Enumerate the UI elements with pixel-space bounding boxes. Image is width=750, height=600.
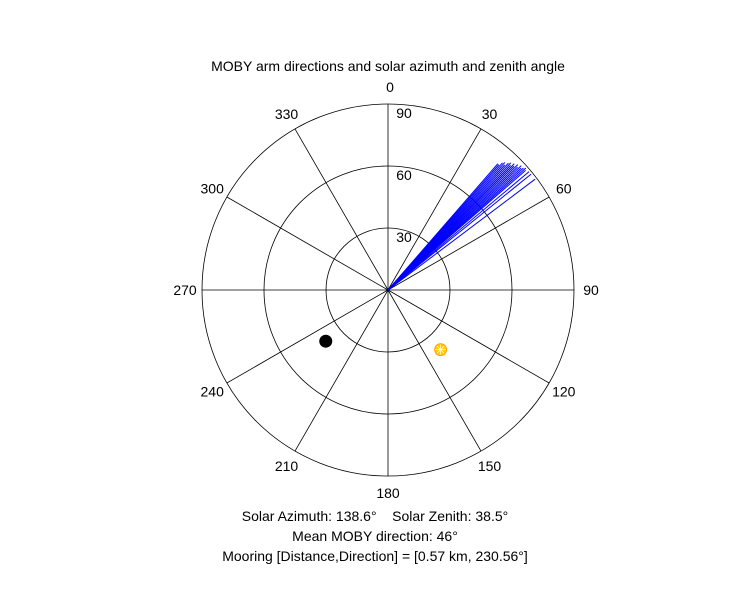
radial-tick-labels: 90 60 30: [396, 105, 412, 245]
mooring-caption: Mooring [Distance,Direction] = [0.57 km,…: [222, 548, 528, 564]
angular-tick-label: 90: [583, 282, 599, 298]
angular-tick-labels: 0 30 60 90 120 150 180 210 240 270 300 330: [173, 79, 599, 501]
moby-arm-line: [387, 171, 530, 291]
angular-tick-label: 120: [552, 384, 576, 400]
moby-arm-line: [387, 173, 532, 291]
radial-tick-label: 90: [396, 105, 412, 121]
angular-tick-label: 30: [482, 106, 498, 122]
moby-direction-caption: Mean MOBY direction: 46°: [292, 528, 458, 544]
grid-spoke-240: [226, 289, 389, 384]
grid-spoke-60: [387, 196, 550, 291]
radial-tick-label: 60: [396, 167, 412, 183]
radial-tick-label: 30: [396, 229, 412, 245]
moby-arm-line: [387, 170, 526, 291]
grid-spoke-30: [387, 128, 482, 291]
angular-tick-label: 300: [201, 181, 225, 197]
angular-tick-label: 0: [386, 79, 394, 95]
solar-caption: Solar Azimuth: 138.6° Solar Zenith: 38.5…: [241, 508, 509, 524]
angular-tick-label: 150: [478, 458, 502, 474]
angular-tick-label: 60: [556, 181, 572, 197]
grid-spoke-300: [226, 196, 389, 291]
grid-spoke-330: [294, 128, 389, 291]
angular-tick-label: 240: [201, 384, 225, 400]
sun-marker-ray: [436, 345, 445, 354]
polar-grid: [201, 103, 575, 477]
chart-title: MOBY arm directions and solar azimuth an…: [211, 58, 565, 74]
grid-spoke-150: [387, 289, 482, 452]
angular-tick-label: 210: [275, 458, 299, 474]
mooring-marker: [319, 334, 333, 348]
grid-spoke-120: [387, 289, 550, 384]
angular-tick-label: 180: [376, 485, 400, 501]
data-marks: [319, 162, 536, 357]
angular-tick-label: 330: [275, 106, 299, 122]
angular-tick-label: 270: [173, 282, 197, 298]
grid-spoke-210: [294, 289, 389, 452]
moby-arm-line: [387, 178, 536, 291]
